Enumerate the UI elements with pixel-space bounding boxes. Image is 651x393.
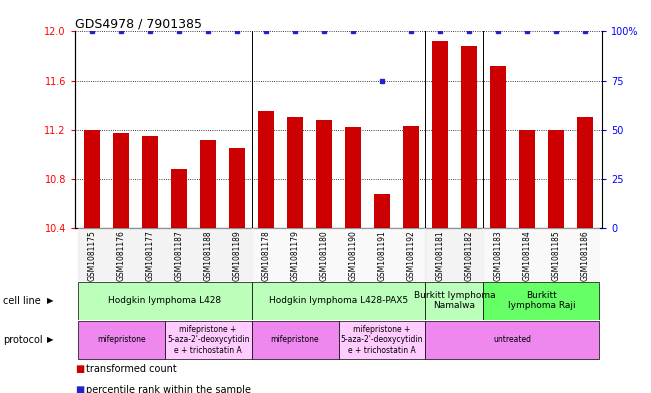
Bar: [484, 282, 600, 320]
Text: GSM1081190: GSM1081190: [348, 231, 357, 281]
Text: ■: ■: [75, 385, 84, 393]
Bar: [229, 148, 245, 228]
Text: GSM1081192: GSM1081192: [406, 231, 415, 281]
Text: GDS4978 / 7901385: GDS4978 / 7901385: [75, 17, 202, 30]
Bar: [113, 133, 129, 228]
Bar: [461, 46, 477, 228]
Text: mifepristone: mifepristone: [271, 336, 320, 344]
Bar: [519, 130, 535, 228]
Bar: [77, 321, 165, 359]
Bar: [432, 41, 448, 228]
Bar: [77, 228, 251, 281]
Text: ▶: ▶: [47, 296, 53, 305]
Text: GSM1081184: GSM1081184: [522, 231, 531, 281]
Text: mifepristone: mifepristone: [97, 336, 146, 344]
Bar: [251, 228, 426, 281]
Text: ■: ■: [75, 364, 84, 373]
Text: mifepristone +
5-aza-2'-deoxycytidin
e + trichostatin A: mifepristone + 5-aza-2'-deoxycytidin e +…: [340, 325, 423, 355]
Bar: [287, 118, 303, 228]
Bar: [258, 111, 274, 228]
Bar: [251, 321, 339, 359]
Text: GSM1081183: GSM1081183: [493, 231, 503, 281]
Text: GSM1081186: GSM1081186: [580, 231, 589, 281]
Text: GSM1081176: GSM1081176: [117, 231, 126, 281]
Bar: [316, 120, 332, 228]
Bar: [345, 127, 361, 228]
Text: GSM1081181: GSM1081181: [436, 231, 445, 281]
Bar: [490, 66, 506, 228]
Text: Hodgkin lymphoma L428-PAX5: Hodgkin lymphoma L428-PAX5: [269, 296, 408, 305]
Bar: [142, 136, 158, 228]
Text: protocol: protocol: [3, 335, 43, 345]
Bar: [77, 282, 251, 320]
Bar: [374, 194, 390, 228]
Text: GSM1081179: GSM1081179: [290, 231, 299, 281]
Text: percentile rank within the sample: percentile rank within the sample: [86, 385, 251, 393]
Text: GSM1081178: GSM1081178: [262, 231, 271, 281]
Text: Hodgkin lymphoma L428: Hodgkin lymphoma L428: [108, 296, 221, 305]
Bar: [426, 321, 600, 359]
Bar: [426, 282, 484, 320]
Bar: [339, 321, 426, 359]
Bar: [548, 130, 564, 228]
Text: GSM1081175: GSM1081175: [88, 231, 97, 281]
Bar: [171, 169, 187, 228]
Bar: [577, 118, 593, 228]
Bar: [484, 228, 600, 281]
Bar: [426, 228, 484, 281]
Text: Burkitt
lymphoma Raji: Burkitt lymphoma Raji: [508, 291, 575, 310]
Text: mifepristone +
5-aza-2'-deoxycytidin
e + trichostatin A: mifepristone + 5-aza-2'-deoxycytidin e +…: [167, 325, 249, 355]
Text: GSM1081187: GSM1081187: [174, 231, 184, 281]
Text: GSM1081185: GSM1081185: [551, 231, 561, 281]
Text: ▶: ▶: [47, 336, 53, 344]
Text: GSM1081182: GSM1081182: [464, 231, 473, 281]
Text: GSM1081191: GSM1081191: [378, 231, 387, 281]
Text: cell line: cell line: [3, 296, 41, 306]
Bar: [165, 321, 251, 359]
Text: GSM1081180: GSM1081180: [320, 231, 329, 281]
Bar: [403, 126, 419, 228]
Text: untreated: untreated: [493, 336, 531, 344]
Bar: [200, 140, 216, 228]
Text: GSM1081189: GSM1081189: [232, 231, 242, 281]
Bar: [84, 130, 100, 228]
Text: GSM1081188: GSM1081188: [204, 231, 213, 281]
Text: transformed count: transformed count: [86, 364, 176, 373]
Text: GSM1081177: GSM1081177: [146, 231, 155, 281]
Text: Burkitt lymphoma
Namalwa: Burkitt lymphoma Namalwa: [413, 291, 495, 310]
Bar: [251, 282, 426, 320]
